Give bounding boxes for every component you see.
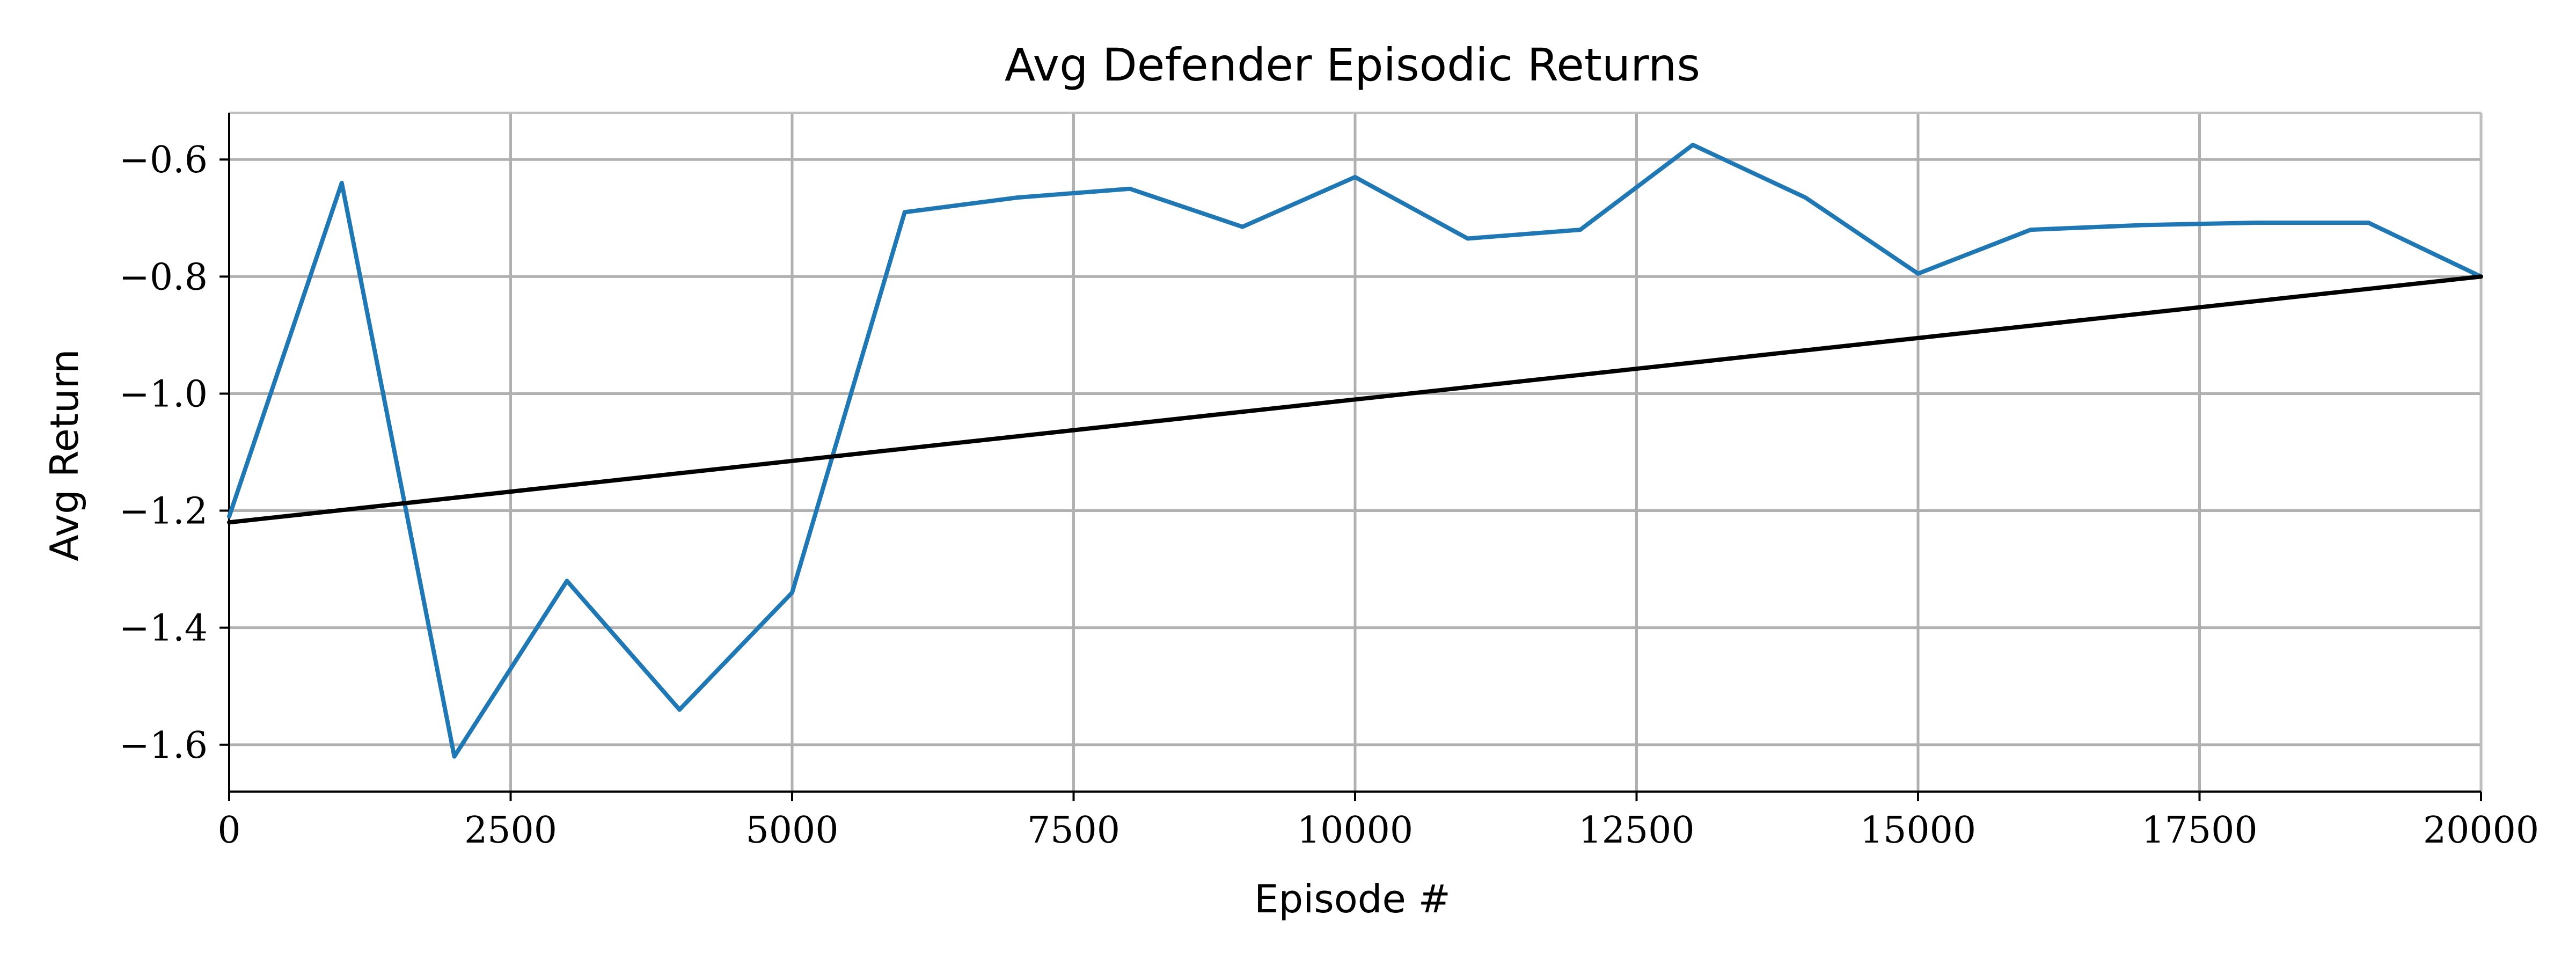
chart-title: Avg Defender Episodic Returns	[1005, 39, 1700, 91]
axis-ticks: 0 2500 5000 7500 10000 12500 15000 17500 20000 −0…	[119, 139, 2539, 852]
grid	[229, 113, 2483, 792]
y-tick-label: −1.2	[119, 491, 208, 533]
x-tick-label: 0	[217, 809, 240, 852]
x-tick-label: 20000	[2423, 809, 2539, 852]
y-tick-label: −0.6	[119, 139, 208, 181]
x-tick-label: 2500	[464, 809, 557, 852]
x-tick-label: 7500	[1027, 809, 1120, 852]
y-tick-label: −1.6	[119, 724, 208, 767]
x-axis-label: Episode #	[1254, 876, 1451, 921]
y-axis-label: Avg Return	[42, 349, 87, 561]
y-tick-label: −1.4	[119, 608, 208, 650]
y-tick-label: −1.0	[119, 373, 208, 415]
x-tick-label: 5000	[745, 809, 838, 852]
x-tick-label: 17500	[2141, 809, 2257, 852]
returns-series-line	[227, 142, 2483, 759]
x-tick-label: 12500	[1578, 809, 1694, 852]
x-tick-label: 10000	[1297, 809, 1413, 852]
x-tick-label: 15000	[1860, 809, 1976, 852]
series-lines	[227, 142, 2483, 759]
trend-line	[227, 274, 2483, 525]
y-tick-label: −0.8	[119, 256, 208, 298]
